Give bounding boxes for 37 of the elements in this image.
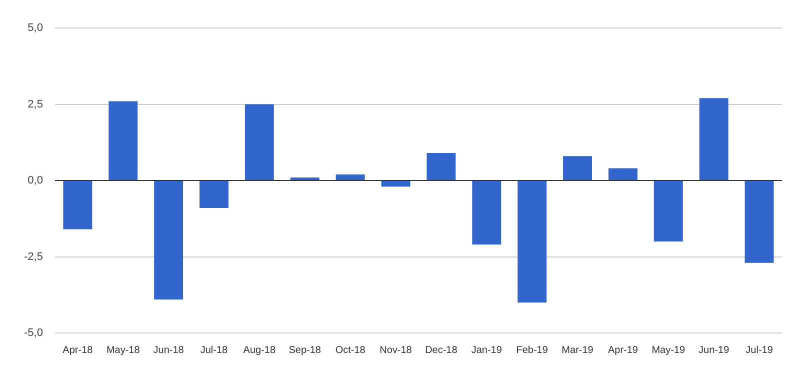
bar [518, 181, 547, 302]
bar [336, 174, 365, 180]
y-tick-label: 0,0 [28, 174, 43, 187]
bar [699, 98, 728, 180]
x-tick-label: Dec-18 [425, 344, 458, 356]
x-tick-label: May-19 [652, 344, 686, 356]
y-tick-label: 5,0 [28, 22, 43, 34]
x-tick-label: Jan-19 [471, 344, 502, 356]
bar [563, 156, 592, 180]
y-tick-label: 2,5 [28, 98, 43, 110]
bar [244, 104, 274, 180]
x-tick-label: Apr-18 [62, 344, 94, 356]
x-tick-label: May-18 [106, 344, 140, 356]
bar [426, 153, 456, 180]
y-tick-label: -5,0 [24, 327, 43, 340]
x-tick-label: Mar-19 [562, 344, 594, 356]
x-tick-label: Sep-18 [288, 344, 322, 356]
x-tick-label: Jun-19 [698, 344, 730, 356]
bar [654, 181, 683, 242]
bar [381, 181, 410, 187]
x-tick-label: Jul-19 [746, 344, 774, 356]
bar [472, 181, 502, 245]
bar [63, 181, 92, 230]
bar [608, 168, 638, 180]
y-tick-label: -2,5 [24, 250, 43, 263]
x-tick-label: Aug-18 [243, 344, 276, 356]
bar [108, 101, 138, 180]
bar [290, 177, 320, 180]
x-tick-label: Jun-18 [153, 344, 184, 356]
x-tick-label: Jul-18 [200, 344, 228, 356]
bar [744, 181, 774, 263]
x-tick-label: Feb-19 [516, 344, 548, 356]
x-tick-label: Nov-18 [380, 344, 412, 356]
bar [154, 181, 184, 300]
x-tick-label: Apr-19 [608, 344, 638, 356]
x-tick-label: Oct-18 [335, 344, 366, 356]
bar [200, 181, 228, 208]
